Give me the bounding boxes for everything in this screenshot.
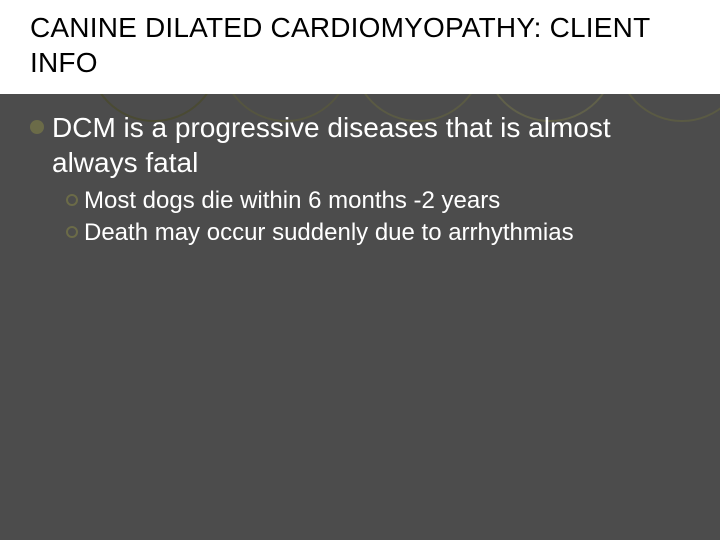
bullet-level2: Death may occur suddenly due to arrhythm…: [66, 218, 690, 248]
level1-text: DCM is a progressive diseases that is al…: [52, 110, 690, 180]
sublist: Most dogs die within 6 months -2 years D…: [66, 186, 690, 248]
slide-title: CANINE DILATED CARDIOMYOPATHY: CLIENT IN…: [30, 10, 692, 80]
title-bar: CANINE DILATED CARDIOMYOPATHY: CLIENT IN…: [0, 0, 720, 94]
bullet-level2: Most dogs die within 6 months -2 years: [66, 186, 690, 216]
slide-body: DCM is a progressive diseases that is al…: [30, 110, 690, 250]
level2-text: Most dogs die within 6 months -2 years: [84, 186, 500, 216]
bullet-hollow-icon: [66, 194, 78, 206]
bullet-solid-icon: [30, 120, 44, 134]
bullet-level1: DCM is a progressive diseases that is al…: [30, 110, 690, 180]
level2-text: Death may occur suddenly due to arrhythm…: [84, 218, 574, 248]
bullet-hollow-icon: [66, 226, 78, 238]
